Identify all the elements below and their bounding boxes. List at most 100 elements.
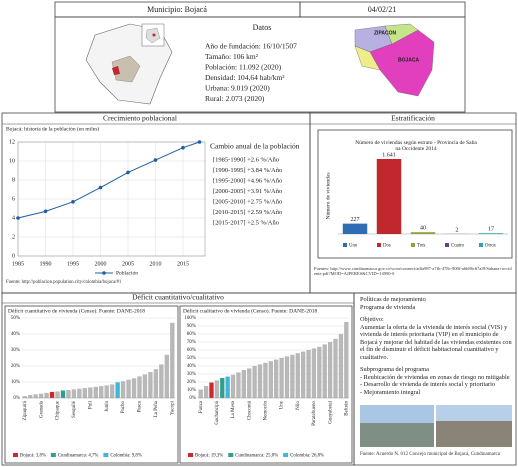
bar	[376, 159, 402, 234]
bar	[241, 370, 246, 398]
y-tick-label: 10	[9, 158, 15, 164]
bar	[137, 376, 142, 398]
bar	[263, 362, 268, 398]
bar	[327, 342, 333, 398]
bar	[247, 368, 252, 398]
y-tick-label: 30%	[11, 348, 20, 353]
datos-line: Densidad: 104,64 hab/km²	[205, 73, 285, 82]
source: Fuente: Acuerdo N. 012 Concejo municipal…	[360, 452, 500, 457]
y-tick-label: 12	[9, 139, 15, 145]
map-neighbor	[354, 45, 381, 71]
y-tick-label: 6	[12, 196, 15, 202]
datos-line: Rural: 2.073 (2020)	[205, 94, 265, 103]
bar	[220, 378, 225, 398]
bar	[478, 233, 504, 234]
x-tick-label: Pacho	[121, 401, 126, 414]
plot-frame	[17, 141, 206, 257]
value-label: 1.641	[382, 152, 396, 158]
y-tick-label: 20%	[11, 364, 20, 369]
x-tick-label: 1995	[67, 261, 79, 267]
x-tick-label: Sesquilé	[72, 400, 77, 418]
y-tick-label: 90%	[187, 324, 196, 329]
bar	[38, 393, 44, 398]
subprogram: - Mejoramiento integral	[360, 389, 421, 397]
bar	[153, 369, 159, 398]
legend-swatch	[343, 243, 347, 247]
y-tick-label: 10%	[187, 388, 196, 393]
bar	[214, 380, 220, 398]
value-label: 40	[420, 226, 426, 232]
legend-label: Cundinamarca: 4,7%	[58, 454, 99, 459]
bar	[225, 376, 230, 398]
legend-label: Otros	[485, 244, 496, 249]
bar	[159, 364, 164, 398]
bar	[55, 391, 60, 398]
annotation-row: [1990-1995] +3.84 %/Año	[213, 167, 282, 174]
bar	[99, 386, 104, 398]
bar	[60, 390, 66, 398]
annotation-row: [2000-2005] +3.91 %/Año	[213, 188, 282, 195]
x-tick-label: Junín	[105, 401, 110, 412]
value-label: 2	[456, 227, 459, 233]
bar	[342, 223, 368, 234]
datos-line: Tamaño: 106 km²	[205, 52, 259, 61]
legend-swatch	[411, 243, 415, 247]
y-tick-label: 30%	[187, 372, 196, 377]
bar	[44, 392, 49, 398]
bar	[306, 350, 311, 398]
bar	[290, 354, 295, 398]
x-tick-label: 2015	[177, 261, 189, 267]
x-tick-label: Nemocón	[264, 401, 269, 421]
bar	[142, 374, 148, 398]
bar	[93, 386, 98, 398]
policy-title: Políticas de mejoramiento	[360, 296, 426, 303]
policies: Políticas de mejoramiento Programa de vi…	[360, 296, 512, 397]
chart-title: Déficit cualitativo de vivienda (Censo).…	[183, 307, 318, 314]
policy-label: Subprograma del programa	[360, 366, 429, 374]
y-tick-label: 0%	[13, 396, 20, 401]
chart-title: Número de viviendas según estrato - Prov…	[355, 140, 477, 153]
map-label: BOJACA	[398, 57, 420, 63]
bar	[338, 334, 344, 398]
map-neighbor	[384, 23, 419, 45]
x-tick-label: Guayabetal	[328, 400, 333, 423]
legend-swatch	[50, 453, 56, 457]
datos-line: Población: 11.092 (2020)	[205, 63, 282, 72]
legend-label: Bojacá: 3,8%	[20, 454, 46, 459]
bar	[77, 388, 82, 398]
bar	[257, 364, 263, 398]
inset-marker	[152, 33, 156, 37]
y-tick-label: 80%	[187, 332, 196, 337]
y-tick-label: 20%	[187, 380, 196, 385]
policy-program: Programa de vivienda	[360, 303, 416, 311]
bar	[209, 382, 214, 398]
bar	[49, 391, 55, 398]
value-label: 17	[488, 227, 494, 233]
y-tick-label: 8	[12, 177, 15, 183]
annotation-row: [2005-2010] +2.75 %/Año	[213, 198, 282, 205]
legend-label: Bojacá: 19,3%	[195, 454, 223, 459]
province-area	[111, 55, 141, 83]
bar	[344, 322, 349, 398]
legend-label: Tres	[417, 244, 425, 249]
bar	[284, 356, 290, 398]
subprogram: - Reubicación de viviendas en zonas de r…	[360, 373, 510, 381]
panel-title: Déficit cuantitativo/cualitativo	[132, 293, 224, 302]
bar	[164, 354, 169, 398]
annotation-row: [2010-2015] +2.59 %/Año	[213, 209, 282, 216]
x-tick-label: La Peña	[154, 400, 159, 417]
bar	[22, 396, 27, 398]
bar	[268, 361, 273, 398]
y-tick-label: 50%	[187, 356, 196, 361]
bar	[170, 322, 175, 398]
annotation-title: Cambio anual de la población	[210, 142, 300, 151]
x-tick-label: Pulí	[88, 400, 93, 409]
bar	[279, 358, 284, 398]
bar	[274, 359, 279, 398]
bar	[82, 388, 88, 398]
legend-swatch	[13, 453, 18, 457]
y-tick-label: 2	[12, 234, 15, 240]
policy-label: Objetivo:	[360, 316, 384, 324]
legend-swatch	[445, 243, 449, 247]
